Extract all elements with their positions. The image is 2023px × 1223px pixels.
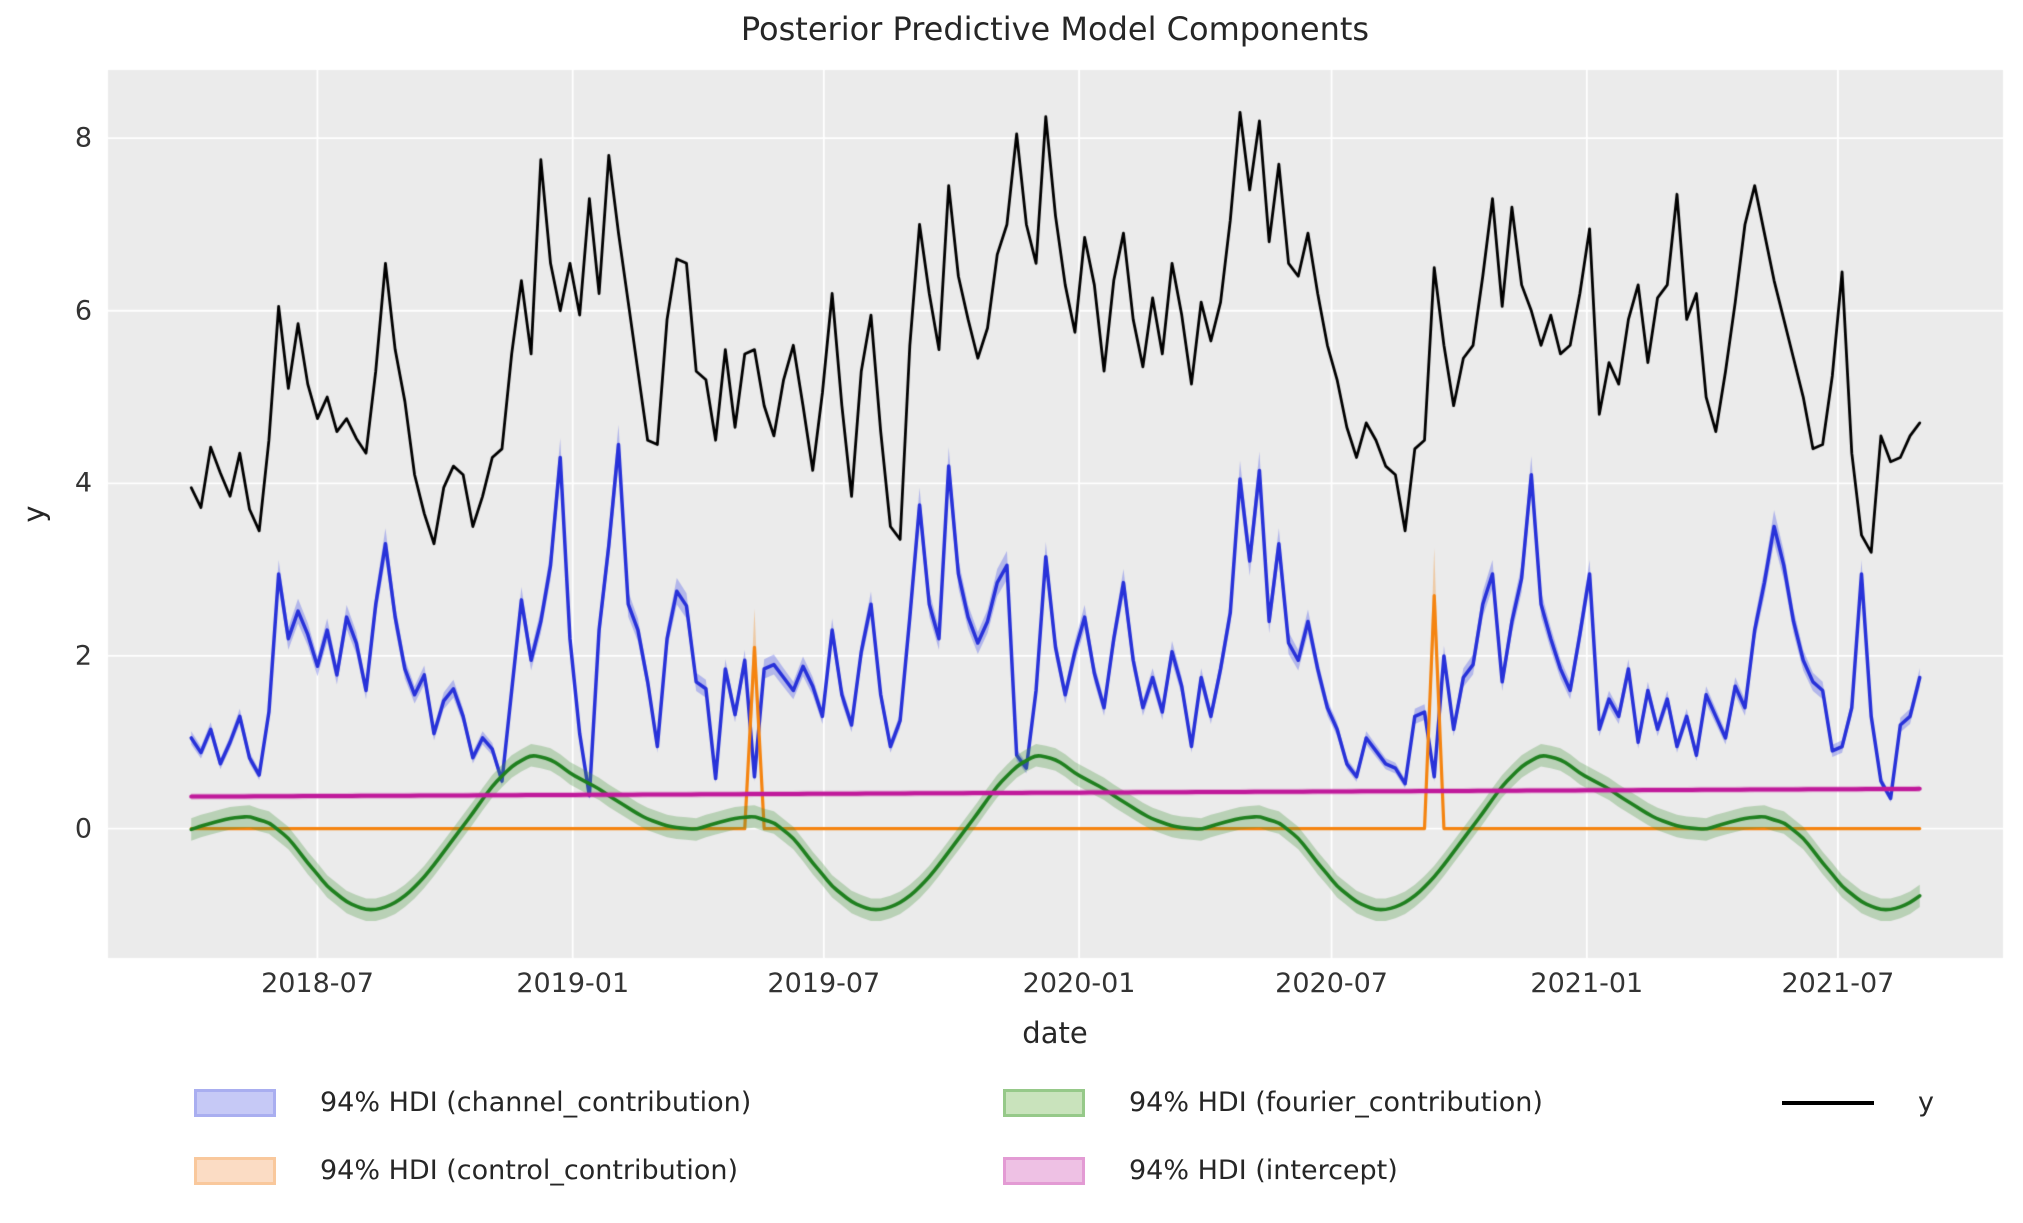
x-tick-2018-07: 2018-07 (261, 968, 374, 999)
x-tick-2021-07: 2021-07 (1781, 968, 1895, 999)
legend-label-intercept: 94% HDI (intercept) (1129, 1155, 1398, 1186)
legend-label-fourier: 94% HDI (fourier_contribution) (1129, 1087, 1543, 1118)
y-line-sample-icon (1782, 1100, 1874, 1105)
fourier-hdi-patch-icon (1003, 1088, 1085, 1117)
legend-item-channel-contribution: 94% HDI (channel_contribution) (194, 1087, 751, 1118)
legend-item-control-contribution: 94% HDI (control_contribution) (194, 1155, 738, 1186)
legend-label-channel: 94% HDI (channel_contribution) (320, 1087, 752, 1118)
legend-label-control: 94% HDI (control_contribution) (320, 1155, 739, 1186)
y-tick-8: 8 (74, 122, 92, 154)
chart-title: Posterior Predictive Model Components (740, 10, 1370, 48)
control-hdi-patch-icon (194, 1156, 276, 1185)
legend-item-y: y (1782, 1087, 1934, 1118)
x-axis-label: date (1022, 1016, 1088, 1050)
x-tick-2020-07: 2020-07 (1275, 968, 1388, 999)
legend-item-intercept: 94% HDI (intercept) (1003, 1155, 1398, 1186)
y-tick-6: 6 (74, 295, 92, 327)
x-tick-2020-01: 2020-01 (1022, 968, 1136, 999)
y-tick-2: 2 (74, 640, 92, 672)
y-tick-0: 0 (74, 813, 92, 845)
x-tick-2019-01: 2019-01 (516, 968, 630, 999)
channel-hdi-patch-icon (194, 1088, 276, 1117)
legend-item-fourier-contribution: 94% HDI (fourier_contribution) (1003, 1087, 1543, 1118)
legend-label-y: y (1918, 1087, 1934, 1118)
x-tick-2019-07: 2019-07 (767, 968, 881, 999)
y-tick-4: 4 (74, 467, 92, 499)
intercept-hdi-patch-icon (1003, 1156, 1085, 1185)
x-tick-2021-01: 2021-01 (1530, 968, 1644, 999)
y-axis-label: y (17, 505, 51, 523)
